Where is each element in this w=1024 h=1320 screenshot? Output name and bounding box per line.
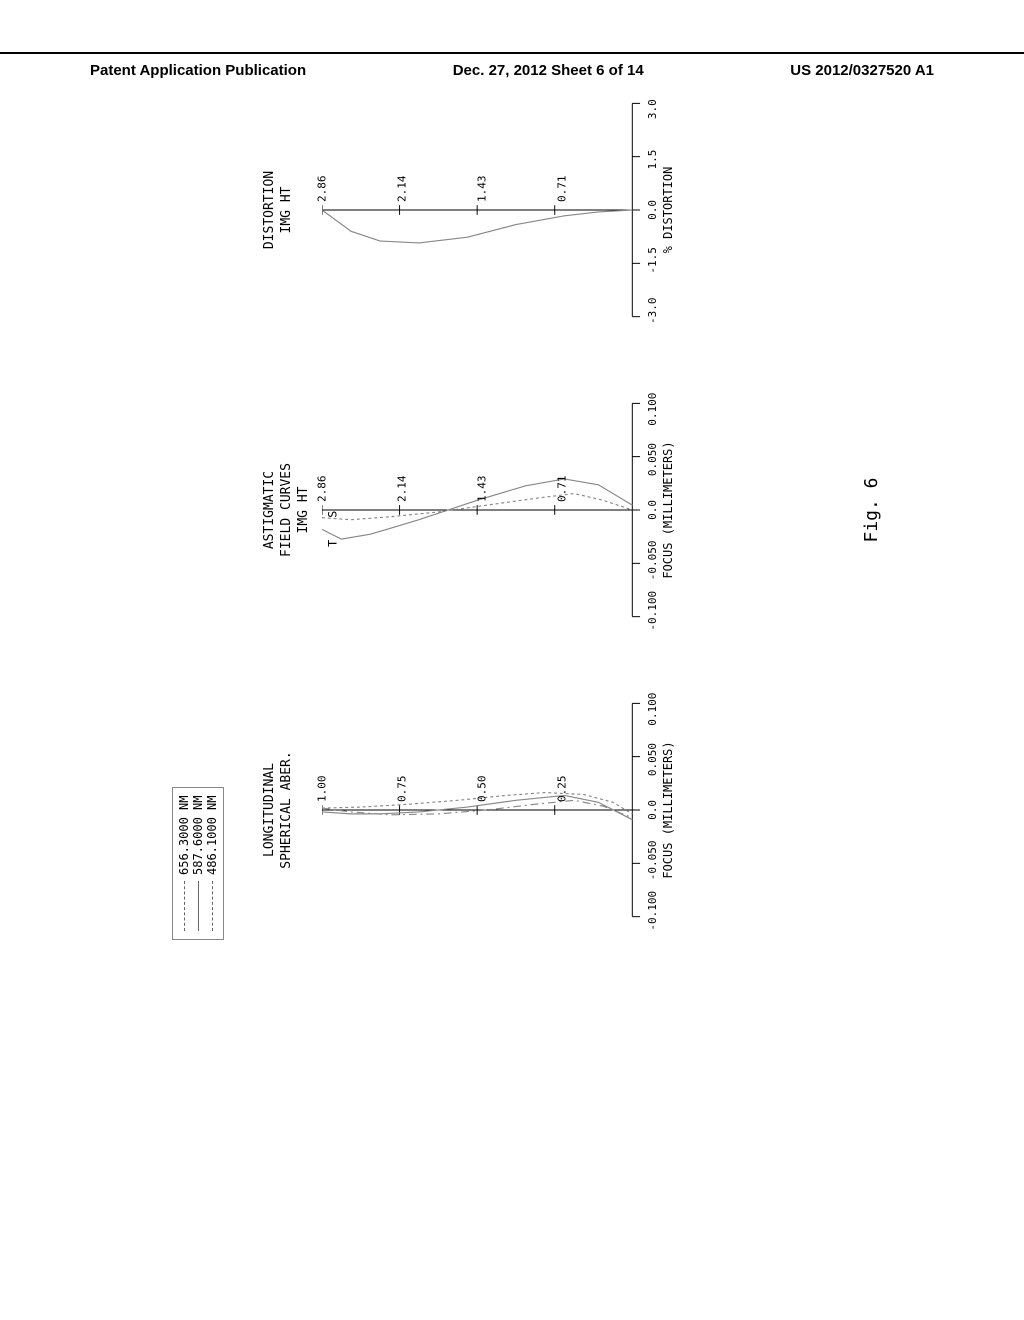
aberration-chart: ASTIGMATICFIELD CURVESIMG HT T S 2.86 2.14 1.… (262, 380, 675, 640)
chart-title: LONGITUDINALSPHERICAL ABER. (262, 680, 314, 940)
y-tick-label: 2.86 (316, 476, 329, 503)
y-tick-label: 1.43 (476, 176, 489, 203)
y-tick-label: 2.86 (316, 176, 329, 203)
charts-row: LONGITUDINALSPHERICAL ABER.1.00 0.75 0.50 0… (262, 60, 675, 960)
x-tick-label: -1.5 (646, 235, 659, 285)
legend-label: 587.6000 NM (191, 796, 205, 875)
x-tick-label: -0.100 (646, 886, 659, 936)
x-axis-label: % DISTORTION (661, 80, 675, 340)
svg-text:S: S (326, 511, 340, 518)
x-tick-label: 0.050 (646, 734, 659, 784)
y-tick-label: 0.75 (396, 776, 409, 803)
chart-plot: 1.000.750.500.25 (322, 700, 642, 920)
figure-caption: Fig. 6 (861, 60, 882, 960)
legend-line-sample (198, 881, 199, 931)
x-ticks: -3.0-1.50.01.53.0 (646, 80, 659, 340)
aberration-chart: LONGITUDINALSPHERICAL ABER.1.00 0.75 0.50 0… (262, 680, 675, 940)
y-tick-label: 2.14 (396, 476, 409, 503)
x-tick-label: 0.100 (646, 384, 659, 434)
x-tick-label: 0.100 (646, 684, 659, 734)
legend-item: 587.6000 NM (191, 796, 205, 931)
x-tick-label: -0.050 (646, 835, 659, 885)
x-tick-label: 0.0 (646, 485, 659, 535)
x-axis-label: FOCUS (MILLIMETERS) (661, 680, 675, 940)
legend-label: 486.1000 NM (205, 796, 219, 875)
legend-line-sample (212, 881, 213, 931)
chart-title: DISTORTIONIMG HT (262, 80, 314, 340)
x-ticks: -0.100-0.0500.00.0500.100 (646, 380, 659, 640)
x-tick-label: 3.0 (646, 84, 659, 134)
y-tick-label: 1.00 (316, 776, 329, 803)
y-tick-label: 0.25 (556, 776, 569, 803)
x-tick-label: 0.0 (646, 785, 659, 835)
chart-plot: 2.862.141.430.71 (322, 100, 642, 320)
x-ticks: -0.100-0.0500.00.0500.100 (646, 680, 659, 940)
y-tick-label: 2.14 (396, 176, 409, 203)
svg-text:T: T (326, 540, 340, 547)
y-tick-label: 0.71 (556, 176, 569, 203)
y-tick-label: 0.50 (476, 776, 489, 803)
legend-item: 486.1000 NM (205, 796, 219, 931)
legend-item: 656.3000 NM (177, 796, 191, 931)
legend-line-sample (184, 881, 185, 931)
x-tick-label: -0.050 (646, 535, 659, 585)
y-tick-label: 1.43 (476, 476, 489, 503)
legend-label: 656.3000 NM (177, 796, 191, 875)
wavelength-legend: 656.3000 NM587.6000 NM486.1000 NM (172, 787, 224, 940)
figure-container: 656.3000 NM587.6000 NM486.1000 NM LONGIT… (182, 60, 842, 960)
x-axis-label: FOCUS (MILLIMETERS) (661, 380, 675, 640)
x-tick-label: 0.050 (646, 434, 659, 484)
x-tick-label: 1.5 (646, 134, 659, 184)
x-tick-label: -3.0 (646, 286, 659, 336)
chart-plot: TS2.862.141.430.71 (322, 400, 642, 620)
chart-title: ASTIGMATICFIELD CURVESIMG HT (262, 380, 314, 640)
x-tick-label: -0.100 (646, 586, 659, 636)
x-tick-label: 0.0 (646, 185, 659, 235)
y-tick-label: 0.71 (556, 476, 569, 503)
aberration-chart: DISTORTIONIMG HT2.86 2.14 1.43 0.71 -3.0-1.5… (262, 80, 675, 340)
